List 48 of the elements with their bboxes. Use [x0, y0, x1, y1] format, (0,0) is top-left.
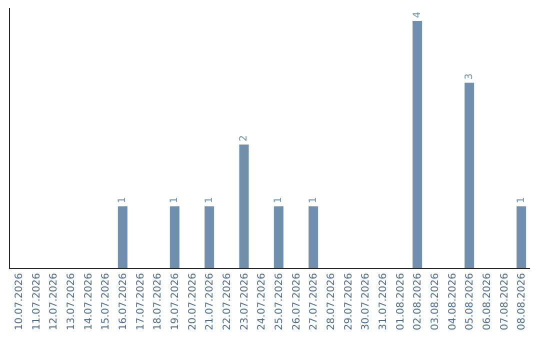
data-label: 3: [464, 73, 475, 80]
bar: [204, 206, 214, 268]
x-tick-label: 02.08.2026: [412, 273, 424, 330]
x-tick-label: 24.07.2026: [256, 273, 268, 330]
x-tick-label: 30.07.2026: [360, 273, 372, 330]
data-label: 1: [516, 196, 527, 204]
x-tick-label: 07.08.2026: [499, 273, 510, 330]
bar: [170, 206, 180, 268]
x-tick-label: 18.07.2026: [152, 273, 164, 330]
bar: [118, 206, 128, 268]
bar: [308, 206, 318, 268]
x-tick-label: 06.08.2026: [482, 273, 493, 330]
x-tick-label: 15.07.2026: [100, 273, 112, 330]
x-tick-label: 03.08.2026: [430, 273, 441, 330]
x-tick-label: 10.07.2026: [14, 273, 25, 330]
x-tick-label: 05.08.2026: [464, 273, 476, 330]
bar: [274, 206, 284, 268]
x-tick-label: 25.07.2026: [274, 273, 285, 330]
data-label: 1: [308, 196, 319, 204]
data-label: 1: [117, 196, 128, 204]
x-tick-label: 28.07.2026: [326, 273, 337, 330]
x-tick-label: 08.08.2026: [516, 273, 528, 330]
x-tick-label: 23.07.2026: [239, 273, 250, 330]
x-tick-label: 29.07.2026: [343, 273, 354, 330]
x-tick-label: 27.07.2026: [308, 273, 320, 330]
x-tick-label: 21.07.2026: [204, 273, 216, 330]
x-tick-label: 31.07.2026: [378, 273, 389, 330]
data-label: 1: [169, 196, 180, 204]
bar: [412, 21, 422, 268]
x-tick-label: 16.07.2026: [118, 273, 129, 330]
x-tick-label: 01.08.2026: [395, 273, 406, 330]
bar: [516, 206, 526, 268]
x-tick-label: 12.07.2026: [48, 273, 60, 330]
x-tick-label: 26.07.2026: [291, 273, 302, 330]
data-label: 1: [204, 196, 215, 204]
x-tick-label: 17.07.2026: [135, 273, 146, 330]
bar: [464, 82, 474, 268]
x-tick-label: 13.07.2026: [66, 273, 77, 330]
x-tick-label: 19.07.2026: [170, 273, 181, 330]
bar: [239, 144, 249, 268]
data-label: 1: [273, 196, 284, 204]
x-tick-label: 22.07.2026: [222, 273, 233, 330]
x-tick-label: 04.08.2026: [447, 273, 458, 330]
x-tick-label: 11.07.2026: [31, 273, 42, 330]
x-tick-label: 20.07.2026: [187, 273, 198, 330]
data-label: 4: [412, 12, 423, 18]
x-tick-label: 14.07.2026: [83, 273, 94, 330]
data-label: 2: [238, 135, 250, 142]
